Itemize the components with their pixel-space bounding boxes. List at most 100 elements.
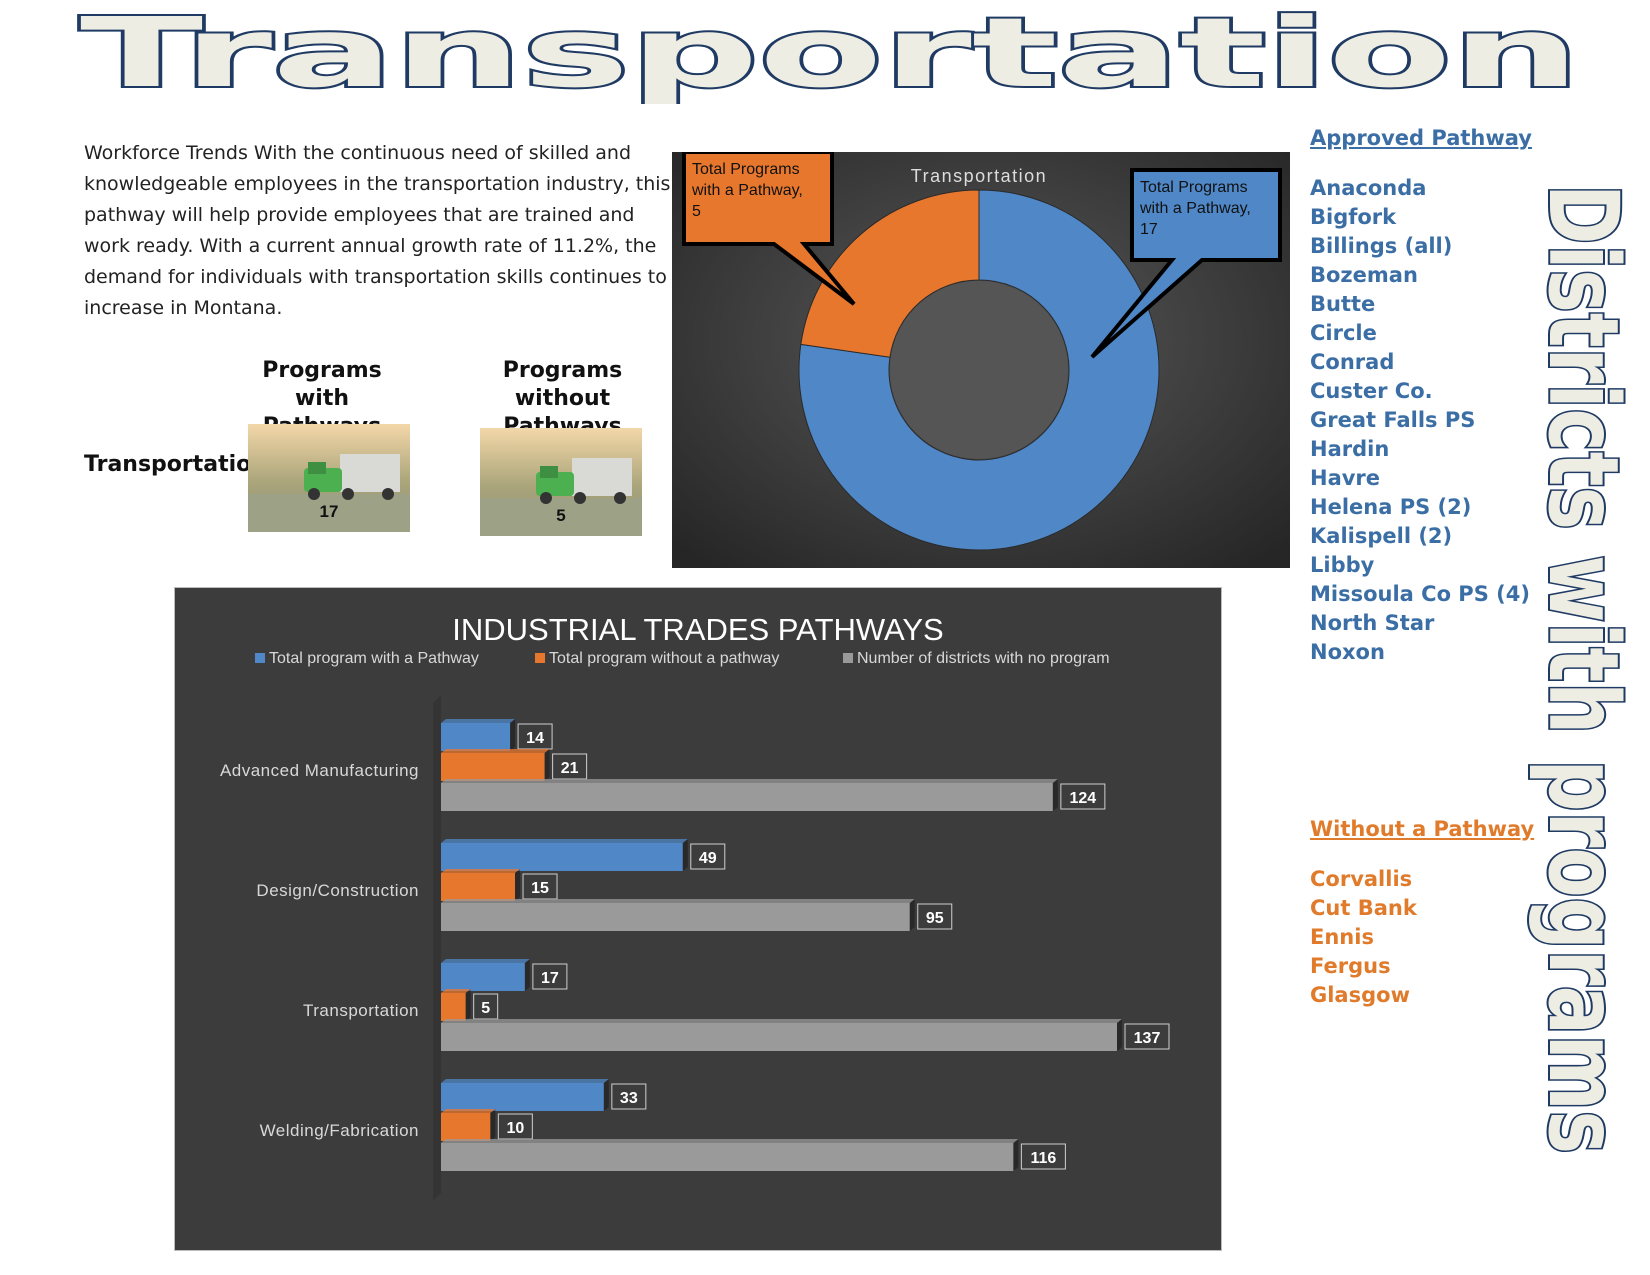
bar [441, 753, 545, 781]
district-item: Helena PS (2) [1310, 495, 1472, 519]
data-label-box [522, 873, 558, 900]
truck-image-without: 5 [480, 428, 642, 536]
bar-top [441, 719, 516, 723]
bar-side [465, 989, 471, 1021]
approved-heading: Approved Pathway [1310, 126, 1532, 150]
approved-section: Approved Pathway Anaconda Bigfork Billings… [1310, 126, 1532, 667]
district-item: Fergus [1310, 954, 1391, 978]
district-item: North Star [1310, 611, 1435, 635]
category-label: Transportation [303, 1001, 419, 1020]
legend-swatch [255, 653, 265, 663]
district-item: Noxon [1310, 640, 1385, 664]
legend-label: Number of districts with no program [857, 650, 1110, 667]
comparison-row-label: Transportation [84, 452, 267, 477]
legend-swatch [535, 653, 545, 663]
bar-top [441, 899, 915, 903]
district-item: Cut Bank [1310, 896, 1417, 920]
bar-top [441, 839, 688, 843]
legend-swatch [843, 653, 853, 663]
bar-side [1052, 779, 1058, 811]
axis-wall [433, 695, 441, 1201]
page-title: Transportation [78, 4, 1582, 104]
district-item: Bigfork [1310, 205, 1397, 229]
vertical-title-text: Districts with programs [1527, 184, 1630, 1154]
truck-image-with: 17 [248, 424, 410, 532]
bar [441, 1143, 1014, 1171]
bar-top [441, 749, 550, 753]
programs-without-heading-line1: Programs without [502, 358, 623, 411]
district-item: Ennis [1310, 925, 1374, 949]
bar-top [441, 1019, 1122, 1023]
bar-top [441, 989, 471, 993]
data-label-box [473, 993, 499, 1020]
district-item: Anaconda [1310, 176, 1427, 200]
data-label: 21 [561, 760, 579, 777]
donut-callout [1090, 168, 1282, 359]
district-item: Missoula Co PS (4) [1310, 582, 1530, 606]
bar-top [441, 959, 530, 963]
data-label: 33 [620, 1090, 638, 1107]
donut-title: Transportation [911, 166, 1047, 186]
bar [441, 993, 466, 1021]
donut-callout-text: 5 [692, 203, 701, 220]
bar-side [603, 1079, 609, 1111]
data-label-box [552, 753, 588, 780]
district-item: Kalispell (2) [1310, 524, 1453, 548]
bar-chart: INDUSTRIAL TRADES PATHWAYS Total program… [174, 587, 1222, 1251]
bar-side [909, 899, 915, 931]
data-label-box [611, 1083, 647, 1110]
bar-top [441, 869, 521, 873]
data-label: 116 [1030, 1150, 1056, 1167]
vertical-title: Districts with programs [1525, 184, 1630, 1156]
bar-top [441, 1139, 1019, 1143]
bar-side [682, 839, 688, 871]
bar-chart-svg: INDUSTRIAL TRADES PATHWAYS Total program… [220, 612, 1170, 1201]
category-label: Design/Construction [256, 881, 419, 900]
district-item: Hardin [1310, 437, 1390, 461]
data-label: 10 [506, 1120, 524, 1137]
bar-side [1013, 1139, 1019, 1171]
bar-side [524, 959, 530, 991]
category-label: Welding/Fabrication [260, 1121, 419, 1140]
truck-icon [248, 424, 410, 532]
truck-icon [480, 428, 642, 536]
programs-without-heading: Programs without Pathways [455, 357, 670, 441]
legend-label: Total program without a pathway [549, 650, 779, 667]
data-label-box [690, 843, 726, 870]
donut-callout-text: Total Programs [1140, 179, 1248, 196]
data-label: 17 [541, 970, 559, 987]
bar-side [510, 719, 516, 751]
district-item: Libby [1310, 553, 1375, 577]
bar [441, 1023, 1117, 1051]
district-item: Great Falls PS [1310, 408, 1476, 432]
bar-side [490, 1109, 496, 1141]
district-item: Billings (all) [1310, 234, 1453, 258]
bar [441, 783, 1053, 811]
bar-side [515, 869, 521, 901]
data-label: 14 [526, 730, 544, 747]
programs-with-heading-line1: Programs with [262, 358, 382, 411]
district-item: Butte [1310, 292, 1376, 316]
without-heading: Without a Pathway [1310, 817, 1535, 841]
with-count: 17 [319, 502, 339, 521]
without-section: Without a Pathway Corvallis Cut Bank Ennis… [1310, 817, 1534, 1010]
data-label: 49 [699, 850, 717, 867]
bar [441, 963, 525, 991]
intro-paragraph: Workforce Trends With the continuous nee… [84, 142, 671, 319]
bar [441, 843, 683, 871]
bar [441, 1083, 604, 1111]
donut-chart: Transportation Total Programs with a Path… [672, 150, 1290, 568]
data-label-box [532, 963, 568, 990]
data-label-box [917, 903, 953, 930]
legend-label: Total program with a Pathway [269, 650, 479, 667]
district-item: Bozeman [1310, 263, 1418, 287]
bar-top [441, 779, 1058, 783]
bar-top [441, 1109, 496, 1113]
without-district-list: Corvallis Cut Bank Ennis Fergus Glasgow [1310, 865, 1534, 1010]
category-label: Advanced Manufacturing [220, 761, 419, 780]
donut-hole [890, 281, 1068, 459]
data-label-box [1124, 1023, 1170, 1050]
donut-callout-text: with a Pathway, [1139, 200, 1251, 217]
donut-slice [798, 189, 1160, 551]
donut-callout-text: 17 [1140, 221, 1158, 238]
